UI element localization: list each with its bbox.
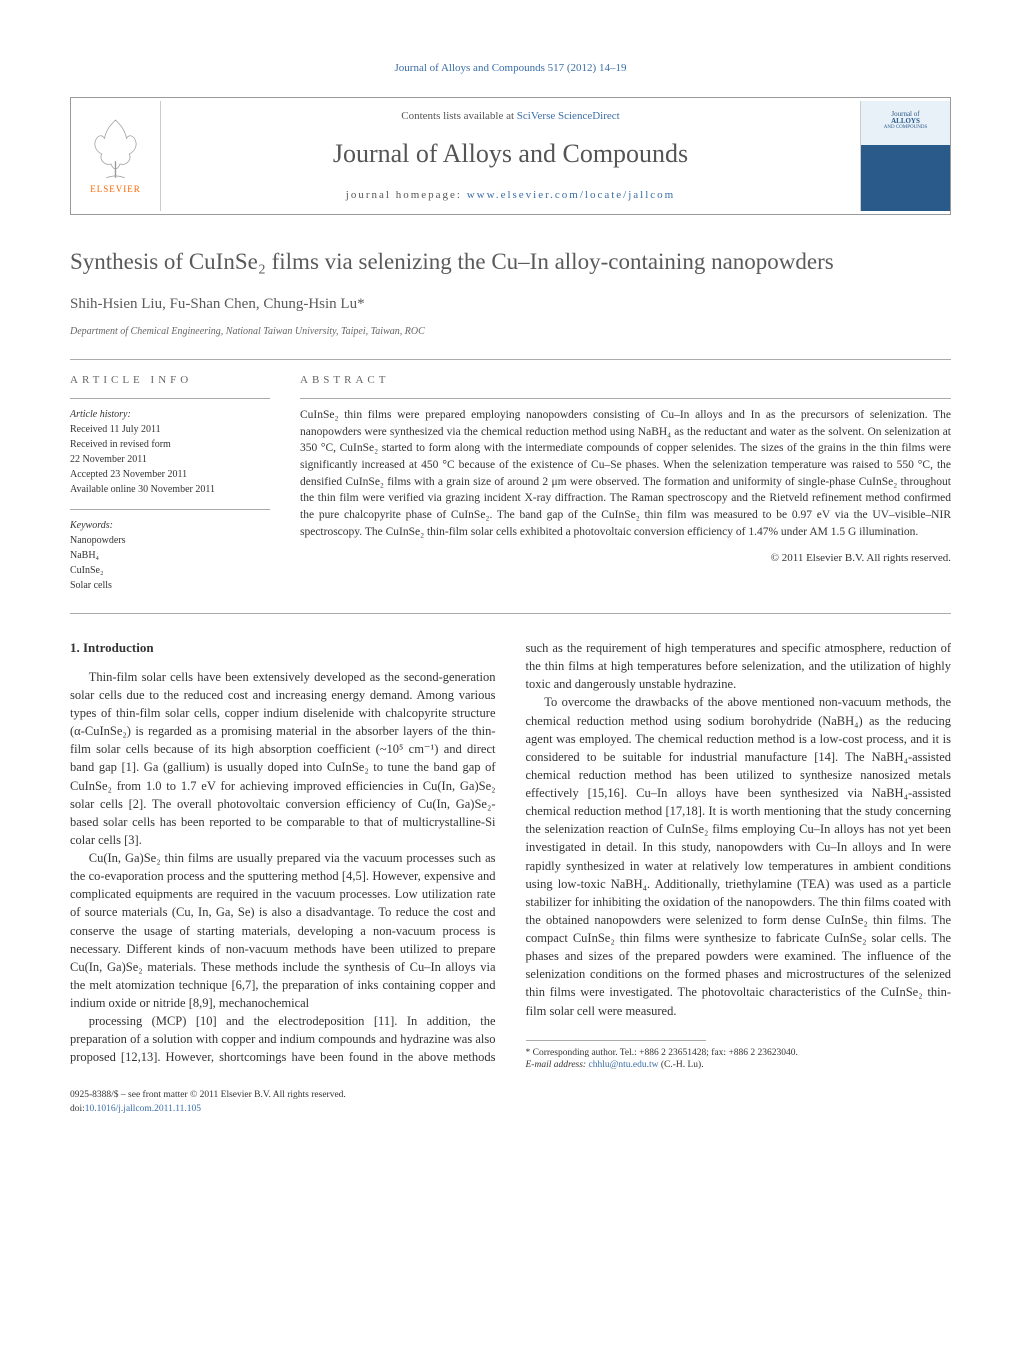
article-title: Synthesis of CuInSe₂ films via selenizin… xyxy=(70,245,951,280)
body-paragraph-4: To overcome the drawbacks of the above m… xyxy=(526,693,952,1019)
email-link[interactable]: chhlu@ntu.edu.tw xyxy=(588,1060,658,1070)
article-history-block: Article history: Received 11 July 2011 R… xyxy=(70,407,270,497)
homepage-prefix: journal homepage: xyxy=(346,189,467,201)
body-text-columns: 1. Introduction Thin-film solar cells ha… xyxy=(70,639,951,1071)
keyword-3: CuInSe₂ xyxy=(70,563,270,578)
elsevier-logo: ELSEVIER xyxy=(71,101,161,211)
keywords-block: Keywords: Nanopowders NaBH₄ CuInSe₂ Sola… xyxy=(70,518,270,593)
footnote-rule xyxy=(526,1040,706,1041)
body-paragraph-2: Cu(In, Ga)Se₂ thin films are usually pre… xyxy=(70,849,496,1012)
keyword-4: Solar cells xyxy=(70,578,270,593)
homepage-link[interactable]: www.elsevier.com/locate/jallcom xyxy=(467,189,676,201)
abstract-column: ABSTRACT CuInSe₂ thin films were prepare… xyxy=(300,372,951,606)
journal-homepage-line: journal homepage: www.elsevier.com/locat… xyxy=(171,187,850,204)
abstract-text: CuInSe₂ thin films were prepared employi… xyxy=(300,407,951,540)
header-middle: Contents lists available at SciVerse Sci… xyxy=(161,98,860,214)
keywords-label: Keywords: xyxy=(70,518,270,533)
doi-link[interactable]: 10.1016/j.jallcom.2011.11.105 xyxy=(85,1104,201,1114)
journal-title: Journal of Alloys and Compounds xyxy=(171,134,850,173)
history-label: Article history: xyxy=(70,407,270,422)
elsevier-tree-icon xyxy=(88,115,143,180)
doi-prefix: doi: xyxy=(70,1104,85,1114)
revised-line-1: Received in revised form xyxy=(70,437,270,452)
abstract-divider xyxy=(300,398,951,399)
keyword-1: Nanopowders xyxy=(70,533,270,548)
issn-line: 0925-8388/$ – see front matter © 2011 El… xyxy=(70,1089,951,1102)
elsevier-label: ELSEVIER xyxy=(90,183,141,197)
corr-author-line: * Corresponding author. Tel.: +886 2 236… xyxy=(526,1047,952,1059)
corresponding-author-footnote: * Corresponding author. Tel.: +886 2 236… xyxy=(526,1047,952,1072)
article-info-label: ARTICLE INFO xyxy=(70,372,270,389)
info-abstract-row: ARTICLE INFO Article history: Received 1… xyxy=(70,372,951,606)
journal-header-box: ELSEVIER Contents lists available at Sci… xyxy=(70,97,951,215)
abstract-label: ABSTRACT xyxy=(300,372,951,389)
affiliation: Department of Chemical Engineering, Nati… xyxy=(70,324,951,339)
divider-top xyxy=(70,359,951,360)
divider-bottom xyxy=(70,613,951,614)
online-date: Available online 30 November 2011 xyxy=(70,482,270,497)
contents-prefix: Contents lists available at xyxy=(401,110,516,122)
body-paragraph-1: Thin-film solar cells have been extensiv… xyxy=(70,668,496,849)
abstract-copyright: © 2011 Elsevier B.V. All rights reserved… xyxy=(300,550,951,567)
running-header: Journal of Alloys and Compounds 517 (201… xyxy=(70,60,951,77)
authors-line: Shih-Hsien Liu, Fu-Shan Chen, Chung-Hsin… xyxy=(70,293,951,316)
contents-available-line: Contents lists available at SciVerse Sci… xyxy=(171,108,850,125)
info-divider-2 xyxy=(70,509,270,510)
received-date: Received 11 July 2011 xyxy=(70,422,270,437)
keyword-2: NaBH₄ xyxy=(70,548,270,563)
journal-cover-thumbnail: Journal of ALLOYS AND COMPOUNDS xyxy=(860,101,950,211)
email-line: E-mail address: chhlu@ntu.edu.tw (C.-H. … xyxy=(526,1059,952,1071)
accepted-date: Accepted 23 November 2011 xyxy=(70,467,270,482)
info-divider xyxy=(70,398,270,399)
bottom-metadata: 0925-8388/$ – see front matter © 2011 El… xyxy=(70,1089,951,1116)
cover-label-2: ALLOYS xyxy=(891,118,920,125)
doi-line: doi:10.1016/j.jallcom.2011.11.105 xyxy=(70,1103,951,1116)
revised-line-2: 22 November 2011 xyxy=(70,452,270,467)
email-suffix: (C.-H. Lu). xyxy=(658,1060,703,1070)
sciencedirect-link[interactable]: SciVerse ScienceDirect xyxy=(517,110,620,122)
section-heading-introduction: 1. Introduction xyxy=(70,639,496,658)
cover-label-3: AND COMPOUNDS xyxy=(884,125,927,130)
article-info-column: ARTICLE INFO Article history: Received 1… xyxy=(70,372,270,606)
email-label: E-mail address: xyxy=(526,1060,589,1070)
